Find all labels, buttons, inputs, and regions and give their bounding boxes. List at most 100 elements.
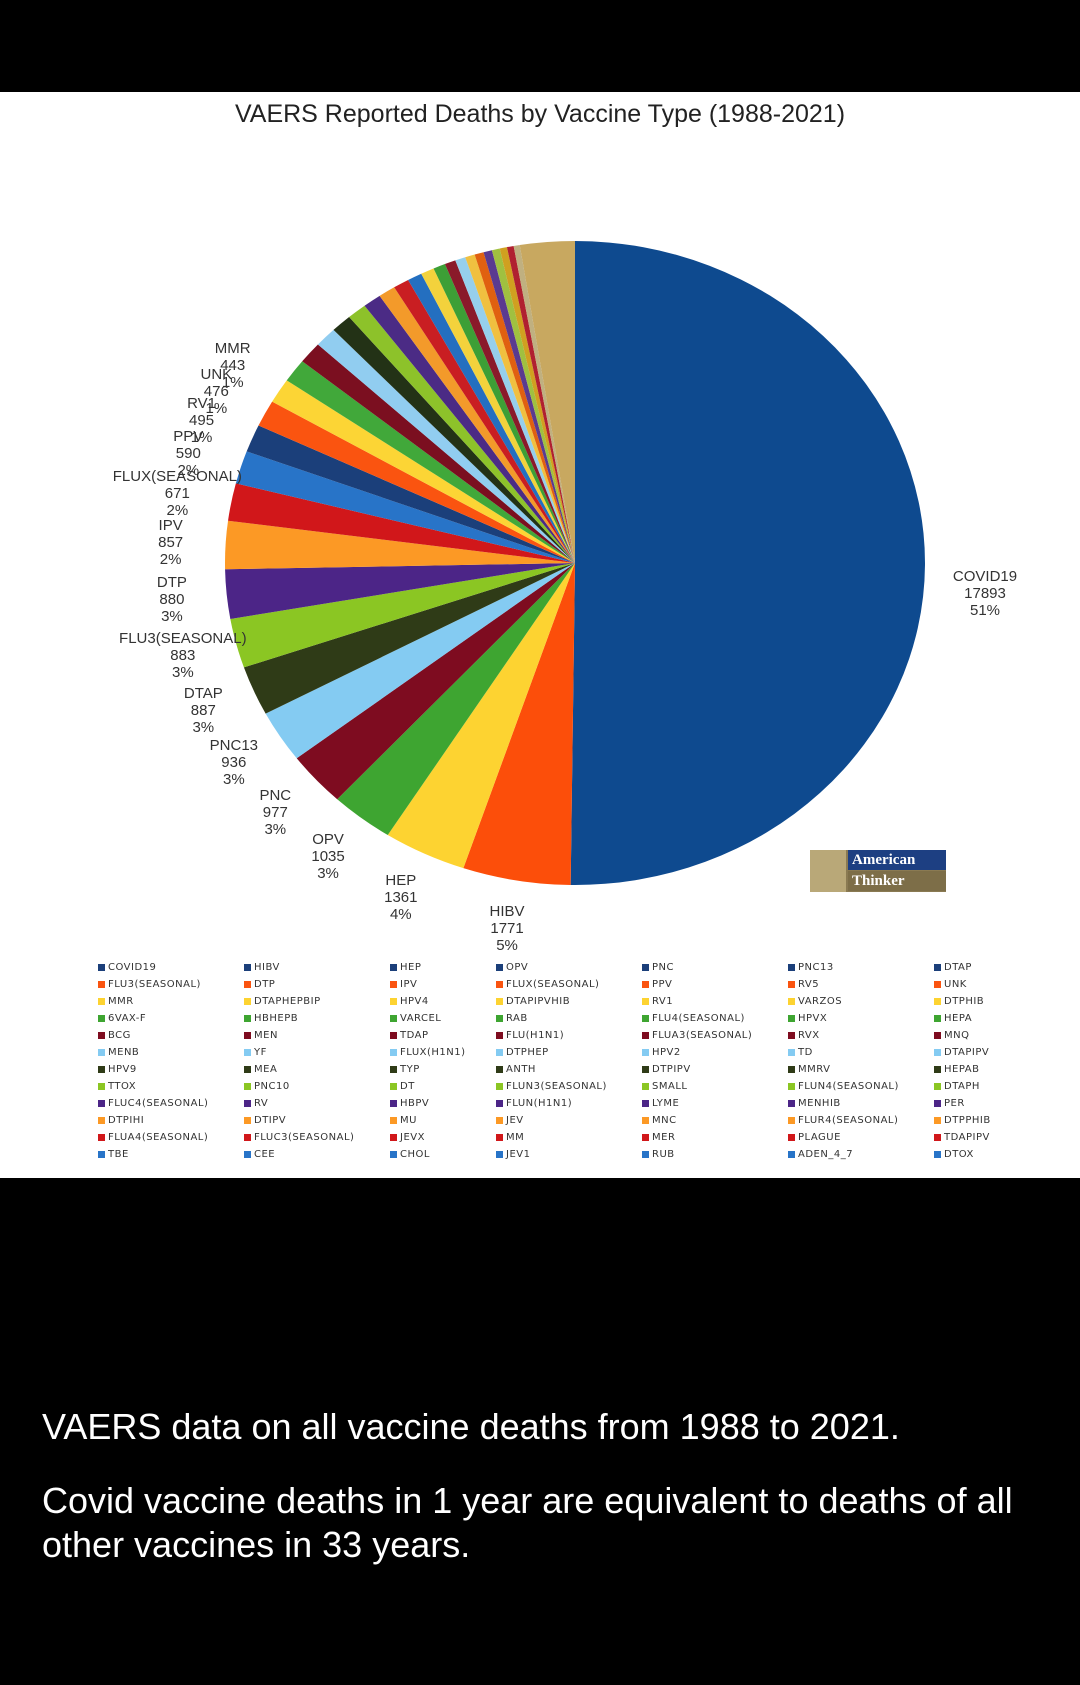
legend-item-rv5: RV5	[788, 979, 819, 990]
legend-label: COVID19	[108, 962, 157, 973]
pie-slice-covid19	[570, 241, 925, 885]
caption-line2: Covid vaccine deaths in 1 year are equiv…	[42, 1480, 1013, 1565]
legend-swatch	[390, 1048, 397, 1056]
legend-label: FLUR4(SEASONAL)	[798, 1115, 899, 1126]
legend-item-ipv: IPV	[390, 979, 417, 990]
legend-swatch	[98, 1082, 105, 1090]
legend-swatch	[98, 963, 105, 971]
pie-slice-dtp	[225, 563, 575, 619]
pie-slice-flu4-seasonal-	[433, 264, 575, 563]
legend-label: MER	[652, 1132, 676, 1143]
slice-label-dtp: DTP 880 3%	[157, 574, 187, 625]
legend-label: FLUC4(SEASONAL)	[108, 1098, 209, 1109]
legend-item-dtaph: DTAPH	[934, 1081, 980, 1092]
legend-swatch	[934, 997, 941, 1005]
legend-swatch	[244, 1116, 251, 1124]
slice-label-percent: 3%	[161, 607, 183, 625]
legend-label: DTAPHEPBIP	[254, 996, 321, 1007]
legend-swatch	[244, 1048, 251, 1056]
legend-label: VARZOS	[798, 996, 843, 1007]
legend-item-plague: PLAGUE	[788, 1132, 841, 1143]
pie-slice-flux-seasonal-	[228, 483, 575, 563]
legend-swatch	[390, 1116, 397, 1124]
legend-item-unk: UNK	[934, 979, 967, 990]
legend-item-mea: MEA	[244, 1064, 277, 1075]
legend-item-mmrv: MMRV	[788, 1064, 831, 1075]
legend-item-dtapipvhib: DTAPIPVHIB	[496, 996, 570, 1007]
legend-label: TD	[798, 1047, 813, 1058]
slice-label-value: 887	[190, 701, 216, 719]
legend-label: PPV	[652, 979, 673, 990]
legend-item-pnc: PNC	[642, 962, 674, 973]
pie-slice-rv5	[333, 317, 575, 563]
pie-slice-hibv	[463, 563, 575, 885]
legend-swatch	[934, 1133, 941, 1141]
legend-swatch	[788, 1099, 795, 1107]
legend-item-menb: MENB	[98, 1047, 139, 1058]
legend-swatch	[244, 997, 251, 1005]
legend-swatch	[496, 1014, 503, 1022]
legend-swatch	[642, 1099, 649, 1107]
legend-swatch	[98, 980, 105, 988]
pie-slice-pnc	[296, 563, 575, 800]
legend-item-flu4-seasonal-: FLU4(SEASONAL)	[642, 1013, 745, 1024]
slice-label-name: MMR	[214, 340, 251, 358]
legend-item-flun3-seasonal-: FLUN3(SEASONAL)	[496, 1081, 607, 1092]
legend-label: RV1	[652, 996, 674, 1007]
pie-slice-6vax-f	[379, 287, 575, 563]
legend-item-flu-h1n1-: FLU(H1N1)	[496, 1030, 564, 1041]
legend-swatch	[496, 1150, 503, 1158]
legend-label: DTPPHIB	[944, 1115, 991, 1126]
legend-swatch	[244, 1082, 251, 1090]
legend-swatch	[390, 1099, 397, 1107]
legend-item-flua3-seasonal-: FLUA3(SEASONAL)	[642, 1030, 752, 1041]
legend-label: MNC	[652, 1115, 677, 1126]
slice-label-mmr: MMR 443 1%	[215, 340, 251, 391]
legend-label: PER	[944, 1098, 965, 1109]
pie-slice-varzos	[349, 305, 575, 563]
legend-item-dtaphepbip: DTAPHEPBIP	[244, 996, 321, 1007]
legend-swatch	[788, 1150, 795, 1158]
legend-label: DTP	[254, 979, 276, 990]
legend-swatch	[642, 1150, 649, 1158]
legend-swatch	[642, 1082, 649, 1090]
legend-swatch	[788, 1031, 795, 1039]
legend-label: CEE	[254, 1149, 276, 1160]
legend-label: DTPHEP	[506, 1047, 549, 1058]
slice-label-value: 476	[203, 383, 229, 401]
legend-swatch	[244, 1014, 251, 1022]
legend-label: DT	[400, 1081, 415, 1092]
legend-item-rv: RV	[244, 1098, 268, 1109]
legend-item-fluc3-seasonal-: FLUC3(SEASONAL)	[244, 1132, 354, 1143]
pie-slice-pnc13	[265, 563, 575, 759]
pie-slice-mnq	[513, 245, 575, 563]
legend-swatch	[934, 1065, 941, 1073]
legend-label: DTPIPV	[652, 1064, 691, 1075]
slice-label-value: 883	[170, 647, 196, 665]
legend-label: RAB	[506, 1013, 528, 1024]
legend-item-hibv: HIBV	[244, 962, 280, 973]
legend-label: JEV1	[506, 1149, 531, 1160]
pie-slice-ppv	[235, 451, 575, 563]
statue-icon	[810, 850, 846, 892]
slice-label-percent: 3%	[264, 820, 287, 838]
legend-label: UNK	[944, 979, 967, 990]
legend-label: FLUN4(SEASONAL)	[798, 1081, 899, 1092]
legend-item-hbpv: HBPV	[390, 1098, 429, 1109]
legend-label: HPVX	[798, 1013, 828, 1024]
slice-label-name: DTP	[156, 573, 187, 591]
slice-label-hibv: HIBV 1771 5%	[490, 903, 525, 954]
pie-slice-rvx	[506, 245, 575, 564]
legend-swatch	[788, 980, 795, 988]
legend-item-hpv2: HPV2	[642, 1047, 681, 1058]
legend-label: TYP	[400, 1064, 420, 1075]
legend-label: DTIPV	[254, 1115, 287, 1126]
legend-item-anth: ANTH	[496, 1064, 536, 1075]
legend-item-fluc4-seasonal-: FLUC4(SEASONAL)	[98, 1098, 208, 1109]
legend-item-lyme: LYME	[642, 1098, 679, 1109]
pie-slice-rab	[421, 268, 575, 563]
legend-item-dtapipv: DTAPIPV	[934, 1047, 989, 1058]
legend-swatch	[390, 1082, 397, 1090]
legend-swatch	[244, 1099, 251, 1107]
legend-swatch	[642, 1133, 649, 1141]
